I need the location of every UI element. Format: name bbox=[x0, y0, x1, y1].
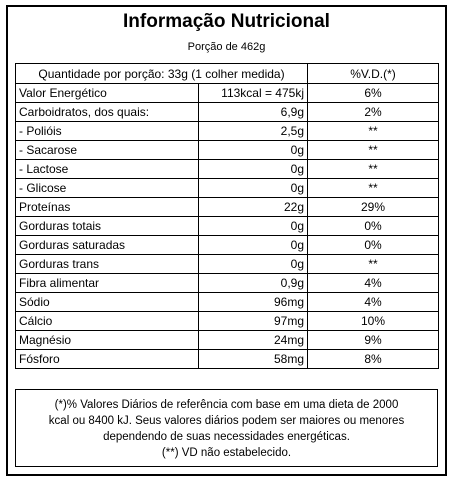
nutrient-dv: 4% bbox=[307, 273, 439, 293]
table-header-dv: %V.D.(*) bbox=[307, 63, 439, 84]
nutrition-table: Quantidade por porção: 33g (1 colher med… bbox=[15, 63, 439, 369]
serving-size: Porção de 462g bbox=[187, 41, 266, 53]
table-row: Valor Energético 113kcal = 475kj 6% bbox=[15, 83, 439, 103]
nutrient-amount: 0g bbox=[198, 254, 308, 274]
nutrient-amount: 24mg bbox=[198, 330, 308, 350]
table-row: Gorduras totais 0g 0% bbox=[15, 216, 439, 236]
table-row: Fibra alimentar 0,9g 4% bbox=[15, 273, 439, 293]
nutrient-amount: 96mg bbox=[198, 292, 308, 312]
nutrient-amount: 0g bbox=[198, 178, 308, 198]
label-title: Informação Nutricional bbox=[123, 11, 330, 32]
nutrition-table-body: Quantidade por porção: 33g (1 colher med… bbox=[15, 63, 439, 369]
nutrient-name: Carboidratos, dos quais: bbox=[15, 102, 199, 122]
nutrient-name: Fósforo bbox=[15, 349, 199, 369]
nutrient-dv: 0% bbox=[307, 216, 439, 236]
nutrient-dv: 29% bbox=[307, 197, 439, 217]
table-row: - Glicose 0g ** bbox=[15, 178, 439, 198]
nutrient-dv: 9% bbox=[307, 330, 439, 350]
nutrient-amount: 58mg bbox=[198, 349, 308, 369]
table-row: Cálcio 97mg 10% bbox=[15, 311, 439, 331]
table-row: Magnésio 24mg 9% bbox=[15, 330, 439, 350]
nutrient-amount: 0g bbox=[198, 235, 308, 255]
nutrient-dv: 2% bbox=[307, 102, 439, 122]
table-header-row: Quantidade por porção: 33g (1 colher med… bbox=[15, 63, 439, 84]
nutrient-dv: ** bbox=[307, 178, 439, 198]
table-row: Gorduras trans 0g ** bbox=[15, 254, 439, 274]
table-row: - Sacarose 0g ** bbox=[15, 140, 439, 160]
table-row: - Polióis 2,5g ** bbox=[15, 121, 439, 141]
nutrient-name: Valor Energético bbox=[15, 83, 199, 103]
nutrient-dv: ** bbox=[307, 254, 439, 274]
footnote-line: dependendo de suas necessidades energéti… bbox=[103, 431, 350, 443]
nutrient-name: - Sacarose bbox=[15, 140, 199, 160]
table-row: Fósforo 58mg 8% bbox=[15, 349, 439, 369]
table-row: - Lactose 0g ** bbox=[15, 159, 439, 179]
table-header-serving: Quantidade por porção: 33g (1 colher med… bbox=[15, 63, 308, 84]
nutrient-amount: 0,9g bbox=[198, 273, 308, 293]
footnote-line: (**) VD não estabelecido. bbox=[161, 447, 292, 459]
nutrient-amount: 0g bbox=[198, 140, 308, 160]
nutrient-name: Fibra alimentar bbox=[15, 273, 199, 293]
nutrient-name: Gorduras totais bbox=[15, 216, 199, 236]
nutrition-facts-panel: Informação Nutricional Porção de 462g Qu… bbox=[6, 5, 447, 476]
table-row: Carboidratos, dos quais: 6,9g 2% bbox=[15, 102, 439, 122]
nutrient-amount: 0g bbox=[198, 159, 308, 179]
nutrient-dv: 8% bbox=[307, 349, 439, 369]
nutrient-name: Magnésio bbox=[15, 330, 199, 350]
nutrient-name: - Glicose bbox=[15, 178, 199, 198]
nutrient-name: Cálcio bbox=[15, 311, 199, 331]
footnote-line: kcal ou 8400 kJ. Seus valores diários po… bbox=[48, 415, 405, 427]
nutrient-dv: ** bbox=[307, 121, 439, 141]
nutrient-dv: ** bbox=[307, 159, 439, 179]
nutrient-name: Gorduras trans bbox=[15, 254, 199, 274]
table-row: Gorduras saturadas 0g 0% bbox=[15, 235, 439, 255]
nutrient-dv: 10% bbox=[307, 311, 439, 331]
nutrient-amount: 2,5g bbox=[198, 121, 308, 141]
nutrient-name: Sódio bbox=[15, 292, 199, 312]
nutrient-dv: 6% bbox=[307, 83, 439, 103]
table-row: Sódio 96mg 4% bbox=[15, 292, 439, 312]
nutrient-dv: ** bbox=[307, 140, 439, 160]
nutrient-amount: 0g bbox=[198, 216, 308, 236]
nutrient-amount: 22g bbox=[198, 197, 308, 217]
nutrient-name: Gorduras saturadas bbox=[15, 235, 199, 255]
nutrient-amount: 113kcal = 475kj bbox=[198, 83, 308, 103]
nutrient-dv: 0% bbox=[307, 235, 439, 255]
nutrient-name: - Lactose bbox=[15, 159, 199, 179]
nutrient-name: - Polióis bbox=[15, 121, 199, 141]
nutrient-amount: 6,9g bbox=[198, 102, 308, 122]
table-row: Proteínas 22g 29% bbox=[15, 197, 439, 217]
footnote-box: (*)% Valores Diários de referência com b… bbox=[15, 389, 438, 467]
nutrient-name: Proteínas bbox=[15, 197, 199, 217]
footnote-line: (*)% Valores Diários de referência com b… bbox=[54, 399, 399, 411]
nutrient-dv: 4% bbox=[307, 292, 439, 312]
nutrient-amount: 97mg bbox=[198, 311, 308, 331]
